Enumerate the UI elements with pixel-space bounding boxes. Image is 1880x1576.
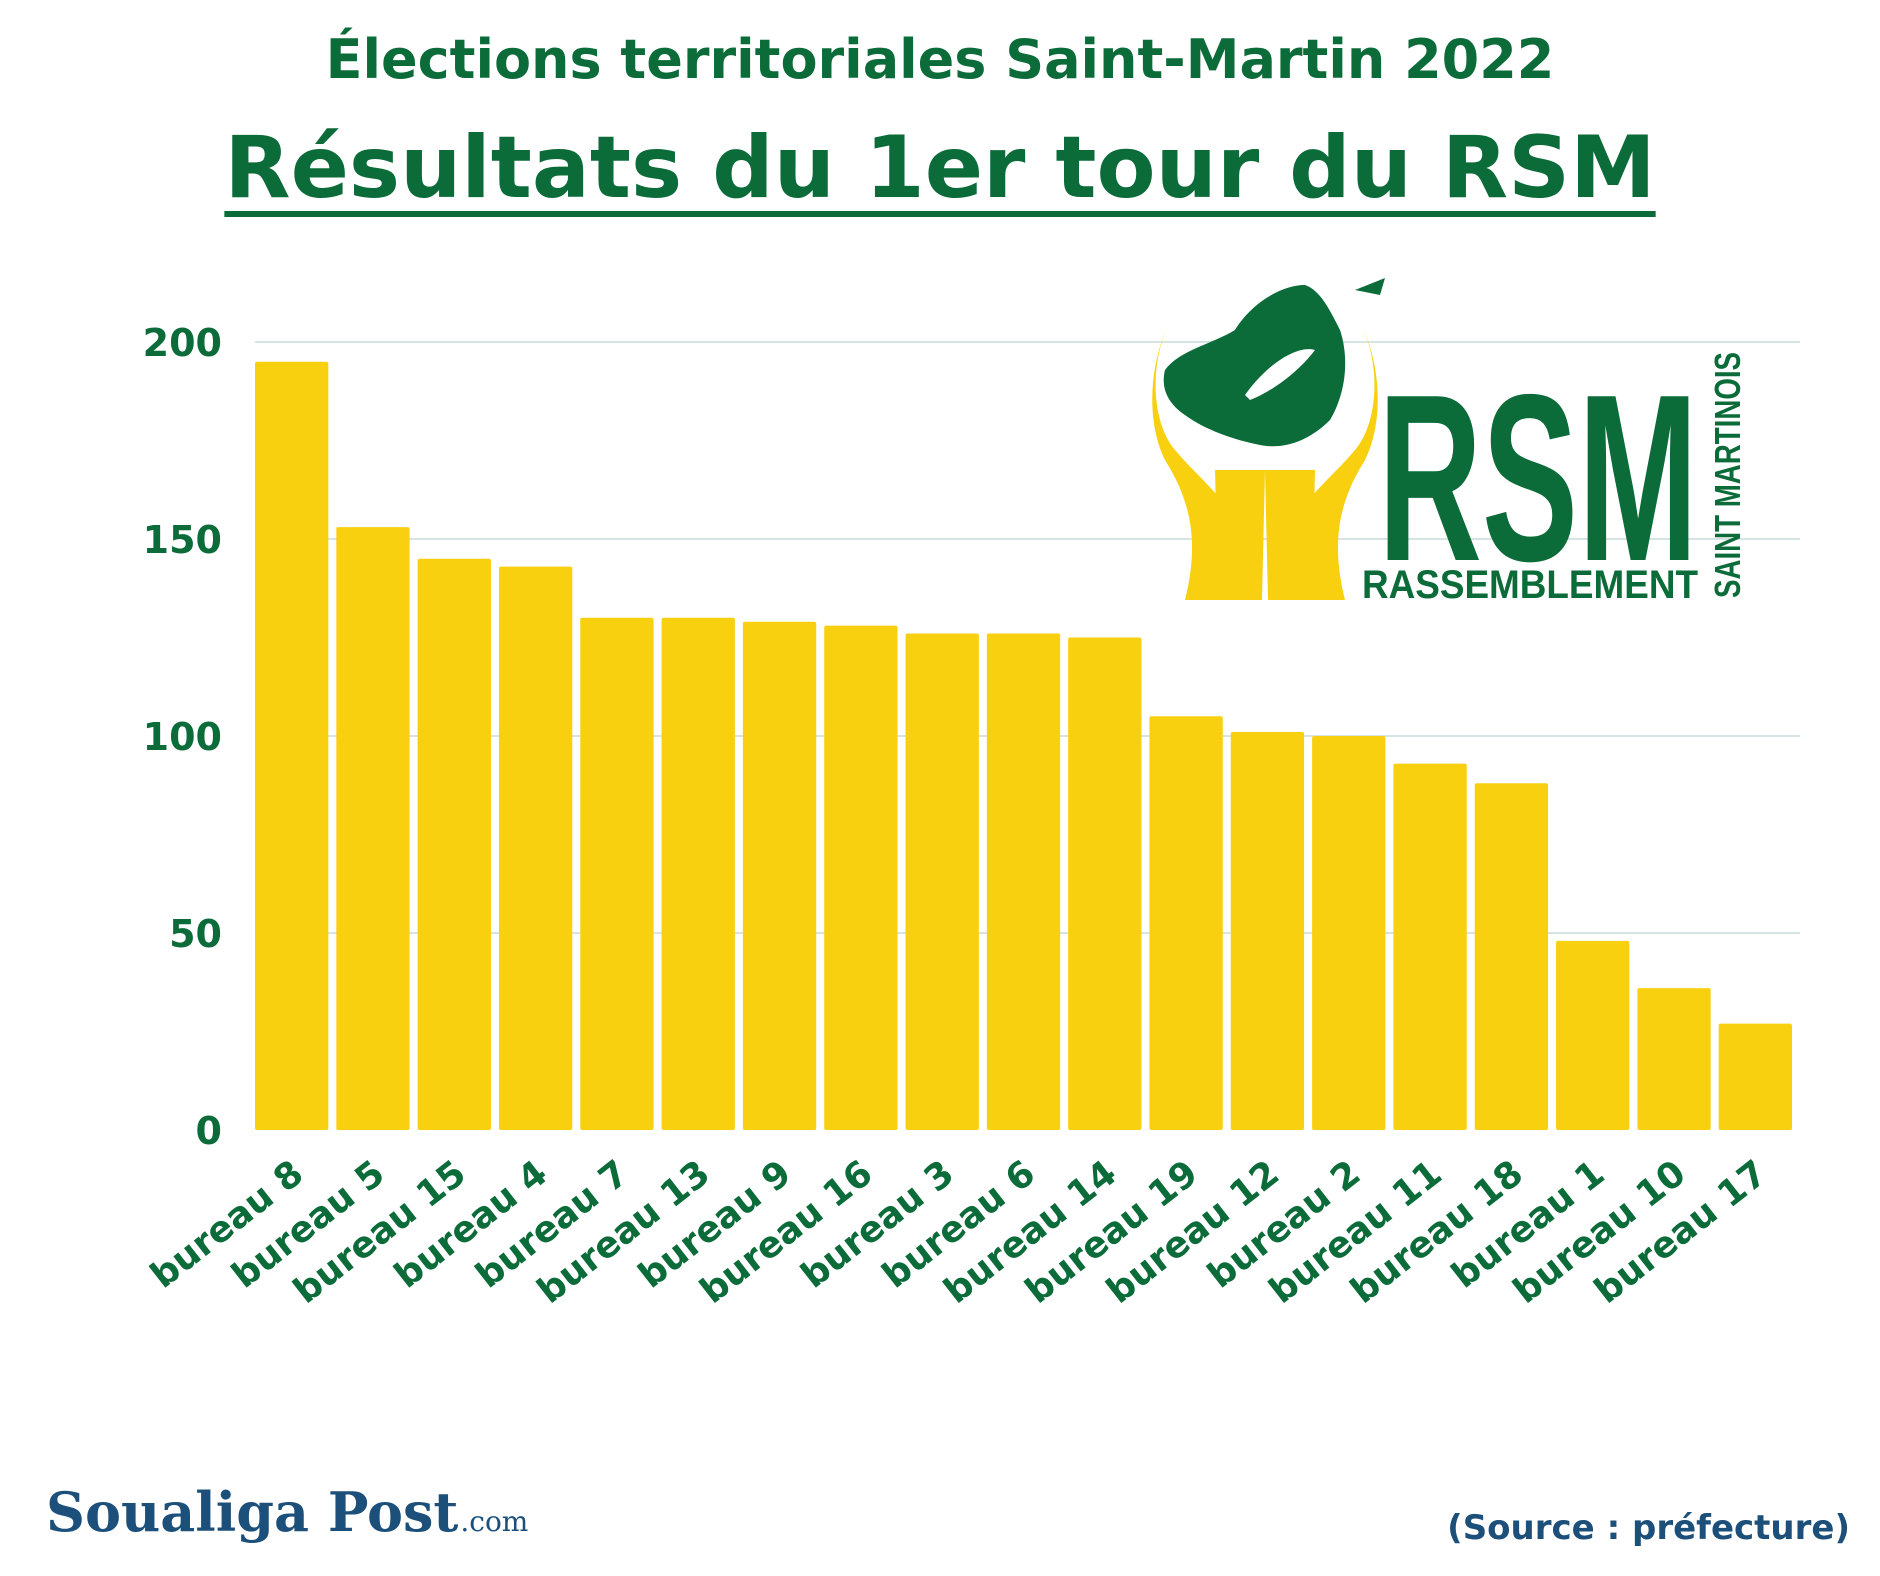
brand-suffix: .com bbox=[460, 1505, 529, 1538]
y-tick-label: 100 bbox=[143, 715, 222, 759]
y-axis-ticks: 0 50 100 150 200 bbox=[143, 321, 222, 1153]
bar-bureau-2 bbox=[1312, 736, 1386, 1130]
bar-bureau-4 bbox=[498, 566, 573, 1130]
brand-logo: Soualiga Post.com bbox=[46, 1480, 528, 1544]
bar-bureau-8 bbox=[255, 361, 329, 1130]
y-tick-label: 150 bbox=[143, 518, 222, 562]
bar-bureau-1 bbox=[1556, 940, 1630, 1130]
bar-bureau-7 bbox=[580, 617, 654, 1130]
bar-bureau-19 bbox=[1149, 716, 1223, 1130]
logo-letters: RSM bbox=[1378, 346, 1698, 611]
y-tick-label: 50 bbox=[169, 912, 222, 956]
bar-bureau-15 bbox=[417, 558, 491, 1130]
logo-island-icon bbox=[1163, 285, 1346, 447]
bar-bureau-12 bbox=[1230, 732, 1305, 1130]
logo-hands-base-icon bbox=[1215, 470, 1315, 600]
source-note: (Source : préfecture) bbox=[1447, 1508, 1850, 1548]
bar-bureau-10 bbox=[1637, 988, 1711, 1130]
bar-bureau-9 bbox=[742, 621, 817, 1130]
rsm-logo: RSM RASSEMBLEMENT SAINT MARTINOIS bbox=[1152, 278, 1748, 611]
bar-bureau-17 bbox=[1718, 1023, 1792, 1130]
bar-bureau-6 bbox=[986, 633, 1061, 1130]
bars bbox=[255, 361, 1792, 1130]
logo-line2: SAINT MARTINOIS bbox=[1707, 352, 1748, 598]
bar-bureau-11 bbox=[1393, 763, 1467, 1130]
logo-hands-icon bbox=[1152, 322, 1378, 600]
chart-subtitle: Résultats du 1er tour du RSM bbox=[224, 118, 1656, 218]
logo-line1: RASSEMBLEMENT bbox=[1362, 563, 1698, 607]
logo-feather-icon bbox=[1245, 349, 1315, 400]
bar-bureau-13 bbox=[661, 617, 735, 1130]
y-tick-label: 0 bbox=[196, 1109, 222, 1153]
y-tick-label: 200 bbox=[143, 321, 222, 365]
bar-chart: RSM RASSEMBLEMENT SAINT MARTINOIS 0 50 100… bbox=[143, 278, 1800, 1312]
logo-islet-icon bbox=[1355, 278, 1385, 295]
bar-bureau-16 bbox=[824, 625, 898, 1130]
bar-bureau-18 bbox=[1474, 783, 1549, 1130]
bar-bureau-5 bbox=[336, 527, 410, 1130]
bar-bureau-3 bbox=[905, 633, 979, 1130]
chart-title: Élections territoriales Saint-Martin 202… bbox=[325, 28, 1555, 91]
bar-bureau-14 bbox=[1068, 637, 1142, 1130]
brand-name: Soualiga Post bbox=[46, 1480, 459, 1544]
